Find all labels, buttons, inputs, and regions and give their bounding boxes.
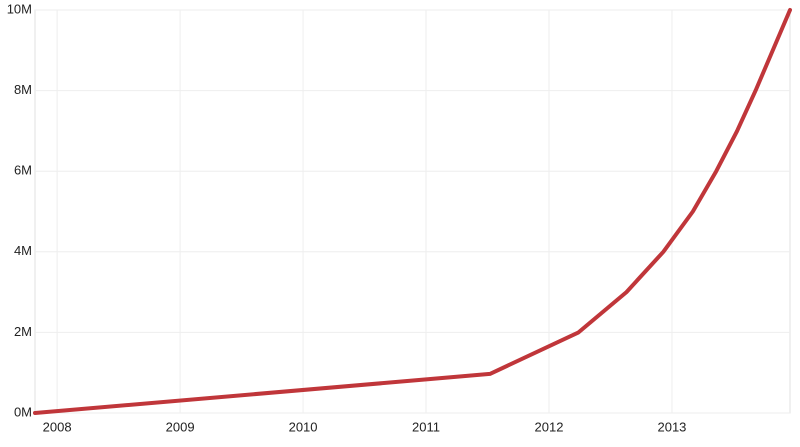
y-tick-label: 6M [14,163,32,178]
x-tick-label: 2010 [289,419,318,434]
x-tick-label: 2011 [412,419,440,434]
x-tick-label: 2008 [43,419,72,434]
y-tick-label: 4M [14,243,32,258]
x-tick-label: 2013 [657,419,686,434]
plot-frame [34,9,791,414]
y-tick-label: 0M [14,404,32,419]
x-tick-label: 2012 [535,419,564,434]
y-tick-label: 10M [7,1,32,16]
y-tick-label: 2M [14,324,32,339]
y-tick-label: 8M [14,82,32,97]
x-tick-label: 2009 [166,419,195,434]
data-line [33,8,792,415]
